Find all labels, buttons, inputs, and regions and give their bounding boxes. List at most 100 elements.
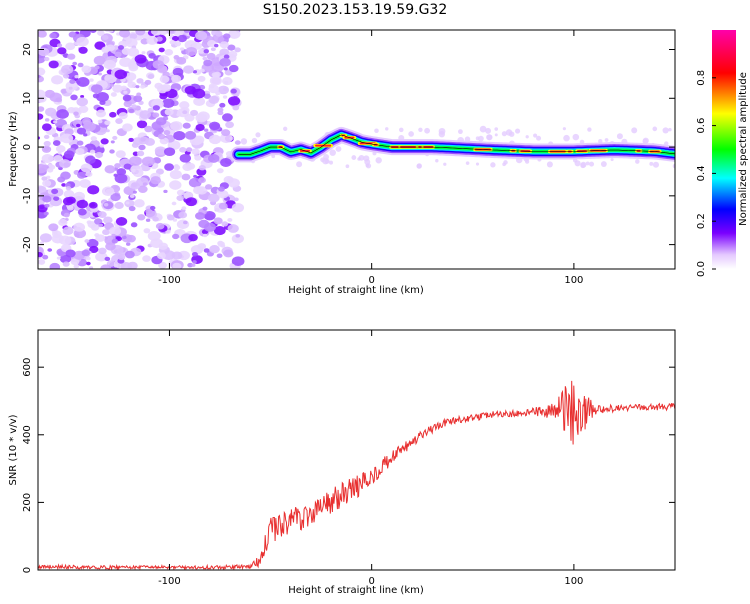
figure-title: S150.2023.153.19.59.G32 bbox=[263, 2, 448, 18]
noise-blob bbox=[76, 199, 88, 209]
noise-blob bbox=[198, 177, 206, 184]
noise-blob bbox=[213, 226, 226, 236]
noise-blob bbox=[208, 95, 220, 104]
noise-blob bbox=[232, 105, 240, 111]
noise-blob bbox=[227, 44, 236, 51]
noise-blob bbox=[231, 203, 245, 213]
ridge-halo-speckle bbox=[580, 162, 586, 169]
noise-blob bbox=[125, 201, 130, 205]
spectrogram-xlabel: Height of straight line (km) bbox=[288, 285, 424, 296]
noise-blob bbox=[42, 195, 52, 203]
noise-blob bbox=[209, 76, 222, 86]
ridge-halo-speckle bbox=[465, 161, 470, 165]
noise-blob bbox=[111, 238, 118, 244]
noise-blob bbox=[185, 197, 198, 207]
noise-blob bbox=[62, 73, 70, 79]
ridge-halo-speckle bbox=[385, 127, 389, 131]
ridge-halo-speckle bbox=[435, 159, 439, 163]
noise-blob bbox=[234, 47, 241, 53]
noise-blob bbox=[182, 122, 191, 129]
noise-blob bbox=[144, 79, 152, 85]
noise-blob bbox=[74, 74, 79, 79]
noise-blob bbox=[147, 73, 155, 80]
noise-blob bbox=[42, 179, 52, 187]
noise-blob bbox=[76, 36, 89, 47]
y-tick-label: -20 bbox=[22, 236, 33, 252]
ridge-halo-speckle bbox=[652, 161, 660, 168]
ridge-halo-speckle bbox=[563, 134, 570, 142]
ridge-halo-speckle bbox=[494, 127, 499, 131]
noise-blob bbox=[95, 252, 108, 262]
noise-blob bbox=[104, 165, 116, 174]
noise-blob bbox=[102, 229, 110, 236]
noise-blob bbox=[171, 74, 182, 83]
ridge-halo-speckle bbox=[358, 154, 365, 161]
ridge-halo-speckle bbox=[631, 127, 638, 134]
noise-blob bbox=[63, 190, 75, 199]
noise-blob bbox=[87, 185, 100, 195]
noise-blob bbox=[73, 111, 79, 116]
noise-blob bbox=[195, 212, 205, 220]
noise-blob bbox=[193, 186, 204, 195]
noise-blob bbox=[142, 255, 151, 262]
noise-blob bbox=[56, 43, 63, 48]
noise-blob bbox=[230, 88, 237, 94]
noise-blob bbox=[119, 30, 131, 38]
noise-blob bbox=[145, 218, 151, 222]
snr-frame bbox=[37, 329, 676, 571]
noise-blob bbox=[185, 46, 198, 57]
noise-blob bbox=[128, 63, 139, 72]
noise-blob bbox=[97, 119, 103, 124]
noise-blob bbox=[101, 186, 115, 197]
colorbar-tick-label: 0.4 bbox=[696, 165, 707, 181]
colorbar: 0.0 0.2 0.4 0.6 0.8 Normalized spectral ampl… bbox=[696, 30, 749, 277]
noise-blob bbox=[155, 222, 165, 230]
noise-blob bbox=[67, 53, 76, 60]
noise-blob bbox=[92, 93, 100, 99]
noise-blob bbox=[138, 144, 146, 151]
noise-blob bbox=[41, 145, 52, 153]
noise-blob bbox=[127, 261, 138, 269]
noise-blob bbox=[163, 129, 171, 136]
noise-blob bbox=[136, 78, 144, 84]
noise-blob bbox=[78, 46, 88, 54]
noise-blob bbox=[114, 69, 128, 80]
ridge-halo-speckle bbox=[600, 161, 607, 168]
ridge-halo-speckle bbox=[574, 160, 581, 167]
noise-blob bbox=[184, 40, 197, 50]
noise-blob bbox=[38, 67, 46, 76]
noise-blob bbox=[187, 262, 194, 268]
noise-blob bbox=[129, 33, 138, 40]
noise-blob bbox=[190, 109, 199, 117]
noise-blob bbox=[142, 182, 148, 186]
noise-blob bbox=[171, 251, 183, 260]
noise-blob bbox=[101, 46, 110, 53]
ridge-layer bbox=[230, 126, 675, 163]
noise-blob bbox=[147, 107, 154, 113]
noise-blob bbox=[158, 47, 165, 53]
noise-blob bbox=[43, 134, 50, 140]
noise-blob bbox=[148, 52, 156, 59]
noise-blob bbox=[63, 212, 70, 218]
ridge-halo-speckle bbox=[585, 161, 590, 166]
noise-blob bbox=[172, 233, 180, 240]
noise-blob bbox=[136, 120, 148, 129]
noise-blob bbox=[84, 239, 90, 243]
noise-blob bbox=[143, 228, 151, 234]
noise-blob bbox=[117, 254, 126, 261]
ridge-halo-speckle bbox=[296, 161, 303, 168]
noise-blob bbox=[208, 84, 220, 94]
noise-blob bbox=[63, 150, 75, 159]
noise-blob bbox=[209, 245, 220, 254]
noise-blob bbox=[81, 249, 90, 257]
noise-blob bbox=[172, 262, 182, 269]
ridge-halo-speckle bbox=[616, 133, 623, 140]
ridge-halo-speckle bbox=[363, 155, 370, 162]
noise-blob bbox=[214, 43, 219, 48]
noise-blob bbox=[90, 84, 103, 94]
ridge-halo-speckle bbox=[668, 127, 672, 132]
noise-blob bbox=[97, 153, 103, 157]
noise-blob bbox=[38, 164, 47, 174]
ridge-halo-speckle bbox=[351, 155, 357, 160]
